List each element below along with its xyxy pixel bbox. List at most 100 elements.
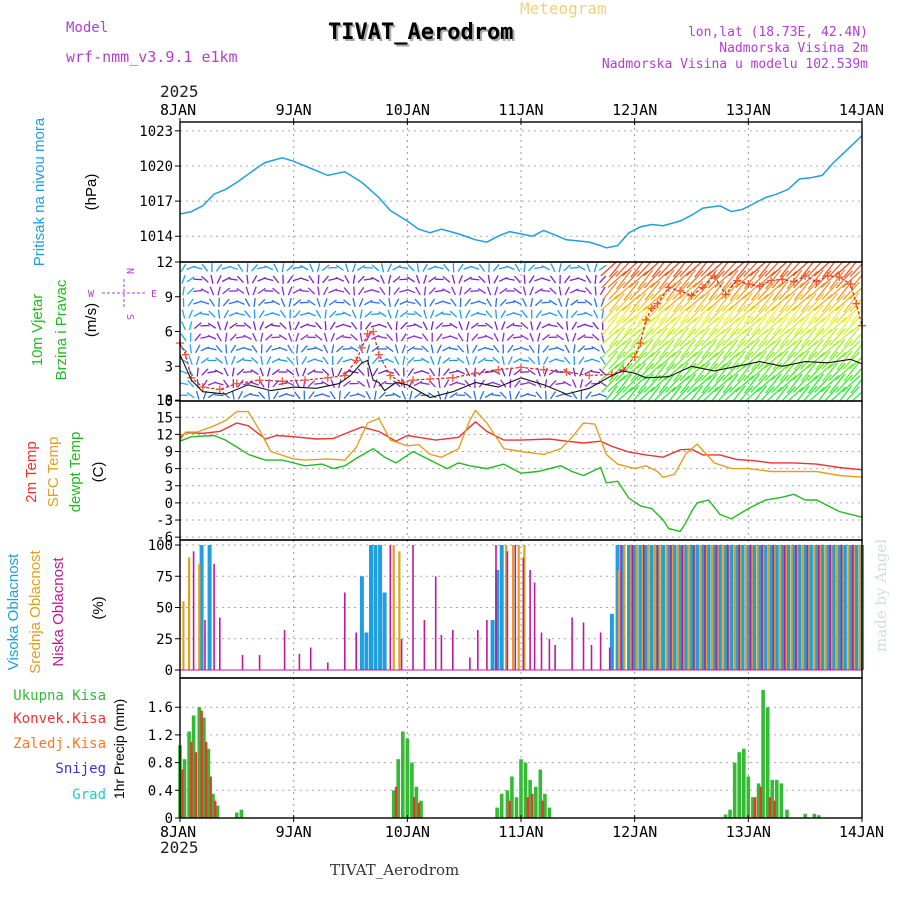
total_precip-bar	[785, 809, 789, 818]
wind-vector	[522, 286, 527, 296]
wind-vector	[708, 350, 725, 371]
wind-vector	[336, 356, 344, 365]
wind-vector	[849, 356, 862, 369]
wind-vector	[843, 327, 860, 348]
wind-vector	[628, 375, 648, 393]
wind-vector	[350, 321, 358, 330]
wind-vector	[562, 393, 572, 398]
wind-speed-marker	[835, 273, 844, 282]
wind-vector	[584, 299, 593, 306]
wind-vector	[686, 374, 704, 393]
wind-vector	[507, 356, 513, 365]
wind-vector	[665, 304, 683, 324]
wind-vector	[500, 321, 506, 331]
wind-vector	[835, 374, 853, 393]
wind-vector	[195, 356, 200, 365]
wind-vector	[499, 298, 507, 307]
wind-vector	[358, 286, 365, 296]
wind-vector	[699, 351, 719, 369]
wind-vector	[299, 312, 309, 316]
wind-vector	[243, 392, 252, 398]
wind-vector	[838, 385, 853, 401]
low_cloud-bar	[540, 632, 543, 670]
wind-vector	[225, 344, 228, 354]
wind-vector	[821, 351, 839, 370]
wind-vector	[738, 385, 754, 401]
wind-vector	[287, 344, 293, 354]
wind-vector	[591, 346, 600, 352]
wind-vector	[537, 355, 540, 365]
total_precip-bar	[391, 790, 396, 818]
wind-vector	[672, 351, 690, 370]
wind-vector	[707, 339, 726, 359]
wind-vector	[700, 328, 718, 347]
wind-vector	[849, 297, 862, 312]
wind-vector	[394, 298, 400, 307]
wind-vector	[786, 373, 803, 394]
wind-vector	[207, 370, 217, 374]
wind-vector	[258, 391, 266, 399]
wind-vector	[658, 304, 675, 324]
wind-vector	[520, 334, 529, 341]
wind-vector	[216, 275, 222, 284]
wind-vector	[271, 299, 281, 306]
wind-speed-marker	[767, 276, 776, 285]
wind-vector	[743, 269, 760, 290]
wind-vector	[555, 382, 565, 385]
wind-vector	[186, 276, 195, 283]
wind-vector	[441, 300, 451, 305]
wind-vector	[692, 375, 712, 393]
wind-vector	[750, 315, 767, 336]
total_precip-bar	[419, 800, 423, 818]
mid_cloud-bar	[784, 545, 787, 670]
total_precip-bar	[414, 786, 419, 818]
conv_precip-bar	[209, 776, 212, 818]
conv_precip-bar	[754, 797, 757, 818]
wind-vector	[378, 298, 387, 307]
wind-vector	[715, 362, 732, 382]
mid_cloud-bar	[505, 545, 508, 670]
wind-vector	[607, 270, 627, 288]
wind-vector	[293, 391, 301, 400]
total_precip-bar	[817, 815, 821, 818]
wind-vector	[778, 305, 797, 323]
wind-vector	[514, 379, 521, 388]
wind-vector	[765, 304, 782, 324]
wind-vector	[328, 288, 338, 294]
wind-vector	[829, 304, 846, 324]
wind-vector	[743, 373, 760, 394]
wind-vector	[308, 275, 315, 284]
total_precip-bar	[742, 748, 746, 818]
wind-vector	[378, 391, 387, 399]
low_cloud-bar	[554, 645, 556, 670]
wind-vector	[732, 385, 746, 401]
wind-vector	[779, 292, 796, 313]
wind-vector	[207, 347, 217, 351]
wind-vector	[534, 288, 543, 294]
wind-vector	[778, 281, 797, 301]
mid_cloud-bar	[641, 545, 644, 670]
wind-vector	[470, 311, 480, 317]
wind-vector	[288, 321, 292, 331]
mid_cloud-bar	[654, 545, 657, 670]
wind-vector	[321, 393, 331, 398]
wind-vector	[636, 262, 652, 278]
wind-vector	[406, 345, 416, 352]
bottom-time-label: 8JAN	[160, 823, 196, 841]
wind-vector	[694, 327, 711, 348]
wind-vector	[577, 345, 586, 353]
low_cloud-bar	[204, 620, 206, 670]
high_cloud-bar	[689, 545, 694, 670]
tick-label-layer: 1014101710201023036912-6-303691215180255…	[139, 101, 884, 841]
wind-vector	[799, 305, 819, 323]
wind-vector	[530, 321, 534, 331]
wind-vector	[799, 375, 819, 393]
wind-vector	[218, 297, 220, 308]
wind-vector	[224, 321, 229, 331]
wind-speed-marker	[789, 277, 798, 286]
low_cloud-bar	[514, 545, 517, 670]
wind-vector	[814, 304, 832, 324]
wind-vector	[484, 347, 494, 351]
wind-vector	[792, 294, 811, 312]
mid_cloud-bar	[767, 545, 770, 670]
